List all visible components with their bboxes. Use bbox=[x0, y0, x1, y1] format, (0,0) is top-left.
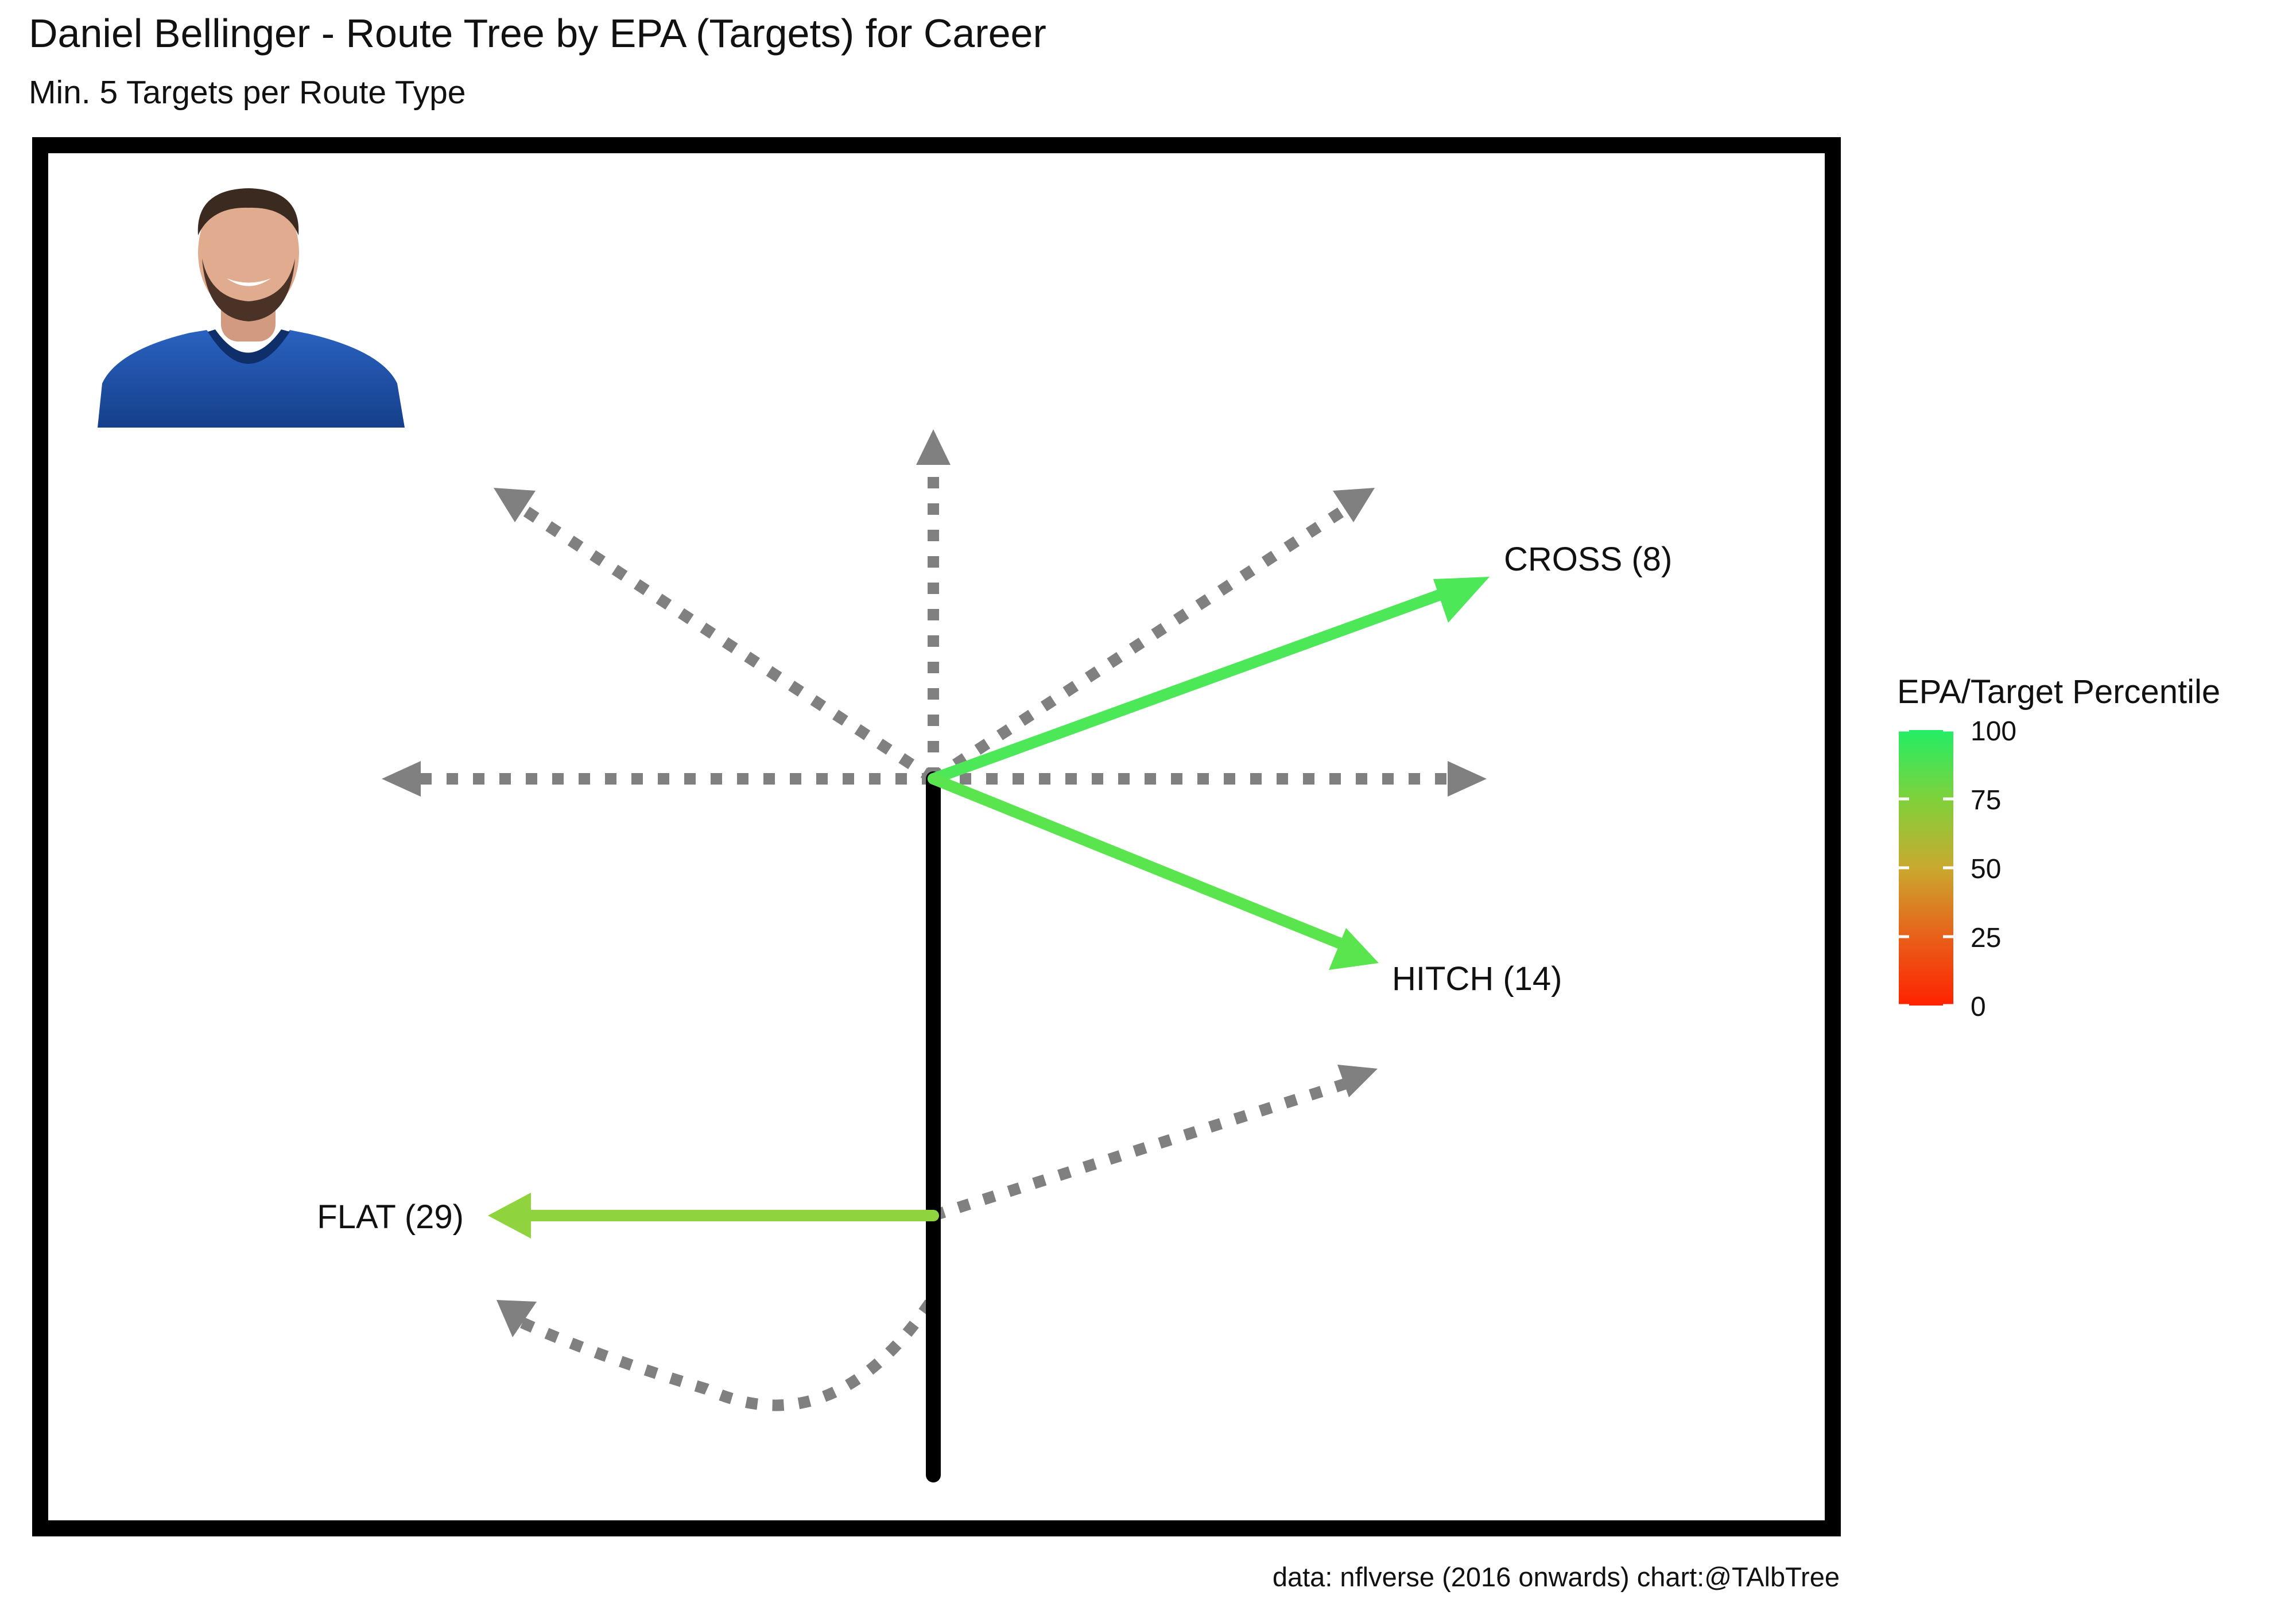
route-hitch-label: HITCH (14) bbox=[1392, 960, 1562, 997]
route-hitch-line bbox=[928, 773, 1355, 953]
legend-ticks: 0 25 50 75 100 bbox=[1899, 716, 2016, 1022]
legend-title: EPA/Target Percentile bbox=[1897, 673, 2220, 711]
route-cross-arrowhead bbox=[1433, 577, 1490, 623]
player-hair bbox=[197, 188, 299, 235]
active-routes bbox=[488, 577, 1490, 1239]
plot-frame bbox=[32, 137, 1841, 1536]
legend: EPA/Target Percentile 0 25 50 75 100 bbox=[1897, 673, 2220, 1022]
player-smile bbox=[227, 278, 271, 286]
route-wheel-arrowhead bbox=[497, 1300, 537, 1337]
player-collar bbox=[208, 329, 290, 364]
route-post-arrowhead bbox=[1333, 488, 1375, 522]
chart-subtitle: Min. 5 Targets per Route Type bbox=[29, 74, 466, 111]
legend-tick-label: 25 bbox=[1971, 923, 2001, 953]
route-in-arrowhead bbox=[1448, 761, 1487, 797]
player-headshot bbox=[98, 188, 405, 428]
legend-tick-label: 100 bbox=[1971, 716, 2016, 747]
route-go-arrowhead bbox=[916, 429, 951, 465]
route-corner-line bbox=[505, 494, 937, 784]
chart-title: Daniel Bellinger - Route Tree by EPA (Ta… bbox=[29, 11, 1046, 56]
route-corner-arrowhead bbox=[494, 488, 536, 522]
chart-caption: data: nflverse (2016 onwards) chart:@TAl… bbox=[1272, 1562, 1840, 1592]
legend-tick-label: 75 bbox=[1971, 785, 2001, 816]
inactive-routes bbox=[413, 453, 1464, 1411]
route-wheel-line bbox=[514, 1299, 935, 1411]
player-face bbox=[198, 188, 299, 317]
route-hitch-arrowhead bbox=[1329, 928, 1379, 970]
route-slant-arrowhead bbox=[1337, 1065, 1378, 1097]
inactive-arrowheads bbox=[382, 429, 1487, 1337]
route-cross-line bbox=[928, 583, 1464, 785]
route-post-line bbox=[930, 494, 1364, 784]
route-flat-arrowhead bbox=[488, 1193, 531, 1239]
route-cross-label: CROSS (8) bbox=[1504, 541, 1672, 578]
route-slant-line bbox=[931, 1073, 1363, 1221]
route-out-arrowhead bbox=[382, 761, 421, 797]
player-beard bbox=[202, 258, 295, 321]
player-jersey bbox=[98, 330, 405, 428]
legend-tick-label: 50 bbox=[1971, 854, 2001, 884]
legend-tick-label: 0 bbox=[1971, 992, 1986, 1022]
route-flat-label: FLAT (29) bbox=[317, 1198, 464, 1236]
